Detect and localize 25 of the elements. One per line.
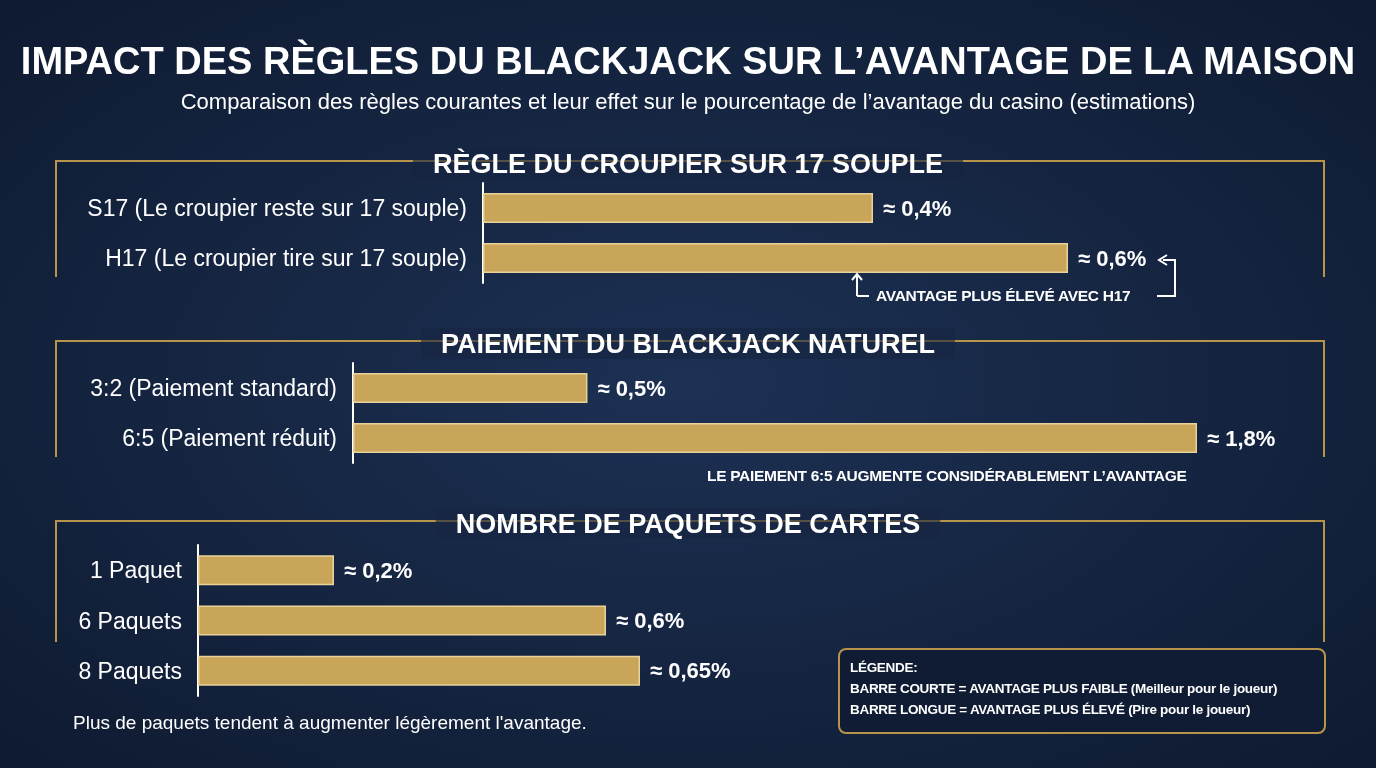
y-tick-label: 6:5 (Paiement réduit): [122, 425, 337, 451]
text: IMPACT DES RÈGLES DU BLACKJACK SUR L’AVANTAGE DE LA MAISON: [19, 40, 1357, 83]
y-tick-label: 6 Paquets: [78, 607, 182, 634]
chart-title: RÈGLE DU CROUPIER SUR 17 SOUPLE: [432, 147, 944, 179]
y-tick-label: S17 (Le croupier reste sur 17 souple): [87, 195, 467, 221]
data-label: ≈ 0,65%: [650, 658, 731, 684]
chart-title: PAIEMENT DU BLACKJACK NATUREL: [441, 328, 935, 359]
data-label: ≈ 1,8%: [1207, 425, 1276, 451]
text: BARRE COURTE = AVANTAGE PLUS FAIBLE (Meilleur pour le joueur): [850, 681, 1278, 696]
chart-title: NOMBRE DE PAQUETS DE CARTES: [455, 508, 921, 539]
data-label: ≈ 0,6%: [1078, 245, 1147, 271]
data-label: ≈ 0,2%: [344, 557, 413, 583]
y-tick-label: 8 Paquets: [78, 657, 182, 684]
text: LÉGENDE:: [850, 660, 918, 675]
y-tick-label: 1 Paquet: [89, 557, 183, 584]
data-label: ≈ 0,6%: [616, 608, 685, 633]
y-tick-label: 3:2 (Paiement standard): [90, 375, 337, 401]
text: Plus de paquets tendent à augmenter légèrement l'avantage.: [73, 712, 587, 734]
y-tick-label: H17 (Le croupier tire sur 17 souple): [105, 245, 467, 271]
text: Comparaison des règles courantes et leur effet sur le pourcentage de l’avantage du casino (estimations): [179, 89, 1197, 115]
text: BARRE LONGUE = AVANTAGE PLUS ÉLEVÉ (Pire pour le joueur): [850, 702, 1251, 717]
text: AVANTAGE PLUS ÉLEVÉ AVEC H17: [876, 287, 1131, 305]
text: LE PAIEMENT 6:5 AUGMENTE CONSIDÉRABLEMENT L’AVANTAGE: [707, 467, 1187, 485]
data-label: ≈ 0,5%: [597, 375, 666, 401]
data-label: ≈ 0,4%: [883, 195, 952, 221]
